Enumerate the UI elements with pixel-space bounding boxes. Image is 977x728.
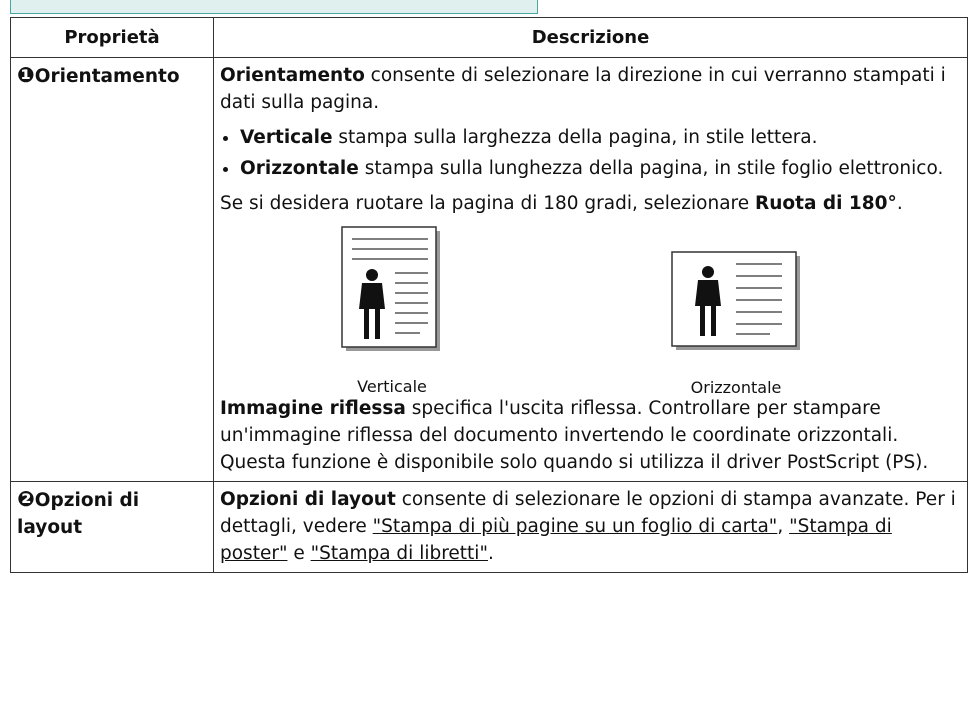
figure-caption: Verticale — [357, 377, 427, 396]
bold-text: Orizzontale — [240, 158, 359, 179]
figure-caption: Orizzontale — [690, 378, 782, 397]
property-cell: ❷Opzioni di layout — [10, 481, 214, 573]
text: consente di selezionare la direzione in … — [220, 65, 946, 113]
bold-text: Orientamento — [220, 65, 365, 86]
bold-text: Verticale — [240, 127, 333, 148]
bold-text: Opzioni di layout — [220, 489, 396, 510]
header-cell: Descrizione — [213, 17, 968, 58]
text: stampa sulla larghezza della pagina, in … — [332, 127, 818, 148]
figure-item: Verticale — [340, 225, 444, 400]
table-body: ❶Orientamento Orientamento consente di se… — [10, 57, 968, 573]
properties-table: Proprietà Descrizione ❶Orientamento Orien… — [10, 17, 968, 573]
text: . — [896, 193, 903, 214]
property-name: Orientamento — [34, 66, 180, 87]
header-cell: Proprietà — [10, 17, 214, 58]
portrait-icon — [341, 226, 440, 351]
text: e — [287, 543, 311, 564]
text: . — [487, 543, 494, 564]
link[interactable]: "Stampa di libretti" — [310, 543, 488, 564]
top-bar — [10, 0, 538, 14]
paragraph: Immagine riflessa specifica l'uscita rif… — [220, 395, 961, 476]
text: , — [777, 516, 790, 537]
row-marker: ❷ — [17, 487, 35, 511]
figure-item: Orizzontale — [670, 250, 802, 401]
row-marker: ❶ — [17, 63, 35, 87]
description-cell: Opzioni di layout consente di selezionar… — [213, 481, 968, 573]
paragraph: Se si desidera ruotare la pagina di 180 … — [220, 190, 961, 217]
paragraph: Orientamento consente di selezionare la … — [220, 62, 961, 116]
property-name: Opzioni di layout — [17, 490, 140, 538]
description-cell: Orientamento consente di selezionare la … — [213, 57, 968, 482]
header-row: Proprietà Descrizione — [10, 17, 968, 58]
text: specifica l'uscita riflessa. Controllare… — [220, 398, 929, 473]
list-item: Orizzontale stampa sulla lunghezza della… — [240, 155, 961, 182]
paragraph: Opzioni di layout consente di selezionar… — [220, 486, 961, 567]
bold-text: Immagine riflessa — [220, 398, 406, 419]
bold-text: Ruota di 180° — [755, 193, 897, 214]
property-cell: ❶Orientamento — [10, 57, 214, 482]
bullet-list: Verticale stampa sulla larghezza della p… — [220, 124, 961, 182]
link[interactable]: "Stampa di più pagine su un foglio di ca… — [372, 516, 778, 537]
landscape-icon — [671, 251, 800, 350]
link[interactable]: "Stampa di poster" — [220, 516, 892, 564]
text: Se si desidera ruotare la pagina di 180 … — [220, 193, 756, 214]
text: consente di selezionare le opzioni di st… — [220, 489, 956, 537]
table-row: ❶Orientamento Orientamento consente di se… — [10, 57, 968, 482]
table-row: ❷Opzioni di layout Opzioni di layout cons… — [10, 481, 968, 573]
figure: Verticale Orizzontale — [220, 225, 961, 397]
table-header: Proprietà Descrizione — [10, 17, 968, 58]
list-item: Verticale stampa sulla larghezza della p… — [240, 124, 961, 151]
text: stampa sulla lunghezza della pagina, in … — [358, 158, 944, 179]
